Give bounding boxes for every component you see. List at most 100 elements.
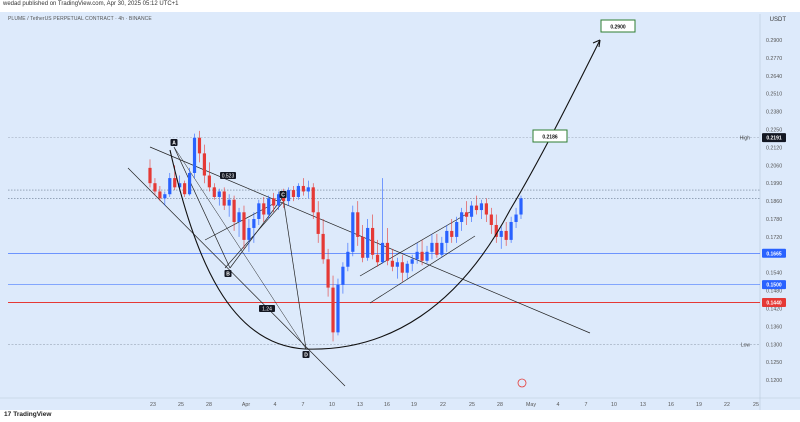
price-tag: 0.1440 <box>766 301 782 307</box>
y-tick-label: 0.1480 <box>766 289 782 295</box>
x-tick-label: 25 <box>178 402 184 408</box>
y-tick-label: 0.1200 <box>766 378 782 384</box>
candle-body <box>178 183 182 188</box>
candle-body <box>375 254 380 263</box>
pattern-point-bg <box>224 270 232 277</box>
rising-channel-upper <box>359 211 471 277</box>
pattern-leg-ab <box>173 146 231 269</box>
x-tick-label: 7 <box>302 402 305 408</box>
y-tick-label: 0.1540 <box>766 271 782 277</box>
price-tag: 0.2191 <box>766 136 782 142</box>
ratio-label: 1.24 <box>262 307 272 313</box>
x-tick-label: 22 <box>724 402 730 408</box>
candle-body <box>217 191 221 197</box>
candle-body <box>479 203 484 211</box>
y-tick-label: 0.1250 <box>766 360 782 366</box>
projection-arrowhead <box>592 39 601 48</box>
price-scale-currency: USDT <box>769 17 786 23</box>
y-tick-label: 0.2900 <box>766 38 782 44</box>
candle-body <box>499 230 503 237</box>
y-tick-label: 0.2640 <box>766 74 782 80</box>
candle-body <box>351 212 355 252</box>
descending-trendline-lower <box>127 167 346 387</box>
pattern-leg-bc <box>229 196 284 269</box>
price-tag-bg <box>762 280 786 290</box>
x-tick-label: 22 <box>440 402 446 408</box>
pattern-point-bg <box>302 351 310 358</box>
y-tick-label: 0.1360 <box>766 324 782 330</box>
y-tick-label: 0.2250 <box>766 128 782 134</box>
candle-body <box>415 251 419 260</box>
candle-body <box>316 212 320 234</box>
x-tick-label: 25 <box>469 402 475 408</box>
candle-body <box>341 266 345 285</box>
pattern-point-label: C <box>281 193 285 199</box>
candle-body <box>469 205 474 217</box>
tradingview-brand: TradingView <box>13 411 52 418</box>
chart-plot-area[interactable] <box>0 12 800 410</box>
x-tick-label: 28 <box>497 402 503 408</box>
candle-body <box>192 137 197 173</box>
x-tick-label: Apr <box>242 402 250 408</box>
price-tag-bg <box>762 133 786 143</box>
candle-body <box>291 190 296 197</box>
candle-body <box>430 242 434 252</box>
candle-body <box>395 262 399 267</box>
published-info: wedad published on TradingView.com, Apr … <box>3 1 179 7</box>
candle-body <box>410 259 414 264</box>
candle-body <box>371 227 375 255</box>
candle-body <box>336 284 340 333</box>
target-box <box>600 19 636 33</box>
x-tick-label: 25 <box>753 402 759 408</box>
candle-body <box>385 242 390 261</box>
candle-body <box>212 187 216 197</box>
candle-body <box>187 172 192 195</box>
candle-body <box>321 233 325 260</box>
y-tick-label: 0.1420 <box>766 307 782 313</box>
x-tick-label: 13 <box>640 402 646 408</box>
candle-body <box>158 191 162 199</box>
pattern-point-label: B <box>226 272 230 278</box>
pattern-point-label: D <box>304 353 308 359</box>
x-tick-label: 13 <box>357 402 363 408</box>
footer-bar <box>0 410 800 422</box>
candle-body <box>247 227 251 240</box>
x-tick-label: 19 <box>411 402 417 408</box>
pattern-point-bg <box>170 139 178 146</box>
candle-body <box>356 212 360 237</box>
target-box <box>532 129 568 143</box>
candle-body <box>380 242 385 263</box>
candle-body <box>163 194 167 199</box>
candle-body <box>153 183 157 192</box>
target-label: 0.2900 <box>610 24 626 30</box>
candle-body <box>346 251 350 267</box>
y-tick-label: 0.2770 <box>766 56 782 62</box>
price-tag-bg <box>762 298 786 308</box>
candle-body <box>168 178 172 195</box>
candle-body <box>474 205 479 211</box>
y-tick-label: 0.1300 <box>766 342 782 348</box>
candle-body <box>267 198 271 215</box>
candle-body <box>400 262 404 273</box>
candle-body <box>455 221 459 237</box>
y-tick-label: 0.2380 <box>766 110 782 116</box>
pattern-leg-cd <box>282 196 307 350</box>
candle-body <box>331 287 335 333</box>
y-tick-label: 0.1990 <box>766 181 782 187</box>
candle-body <box>504 230 508 240</box>
candle-body <box>197 137 202 154</box>
x-tick-label: 10 <box>611 402 617 408</box>
candle-body <box>405 263 409 273</box>
ratio-label-bg <box>259 305 275 312</box>
candle-body <box>489 214 493 225</box>
candle-body <box>366 227 370 258</box>
candle-body <box>262 203 266 215</box>
candle-body <box>460 212 464 222</box>
candle-body <box>425 251 429 261</box>
y-tick-label: 0.2120 <box>766 145 782 151</box>
tradingview-logo[interactable]: 17 TradingView <box>4 411 51 418</box>
candle-body <box>306 187 310 192</box>
x-tick-label: 4 <box>557 402 560 408</box>
x-tick-label: 19 <box>696 402 702 408</box>
